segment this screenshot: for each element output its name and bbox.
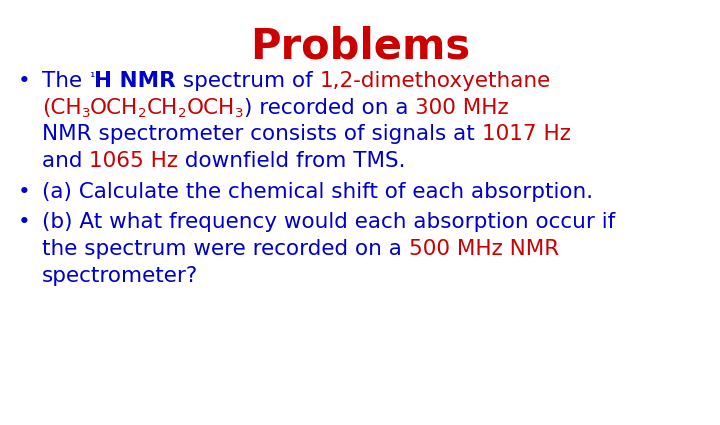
Text: 3: 3 <box>235 107 243 120</box>
Text: ) recorded on a: ) recorded on a <box>243 98 415 118</box>
Text: (a) Calculate the chemical shift of each absorption.: (a) Calculate the chemical shift of each… <box>42 181 593 201</box>
Text: (CH: (CH <box>42 98 81 118</box>
Text: ¹: ¹ <box>89 71 94 84</box>
Text: 3: 3 <box>81 107 90 120</box>
Text: •: • <box>18 212 31 232</box>
Text: NMR spectrometer consists of signals at: NMR spectrometer consists of signals at <box>42 125 482 144</box>
Text: 2: 2 <box>138 107 147 120</box>
Text: 1065 Hz: 1065 Hz <box>89 151 179 171</box>
Text: CH: CH <box>147 98 179 118</box>
Text: OCH: OCH <box>187 98 235 118</box>
Text: the spectrum were recorded on a: the spectrum were recorded on a <box>42 239 409 259</box>
Text: •: • <box>18 71 31 91</box>
Text: 500 MHz NMR: 500 MHz NMR <box>409 239 559 259</box>
Text: spectrometer?: spectrometer? <box>42 266 198 286</box>
Text: OCH: OCH <box>90 98 138 118</box>
Text: 300 MHz: 300 MHz <box>415 98 508 118</box>
Text: 1,2-dimethoxyethane: 1,2-dimethoxyethane <box>320 71 551 91</box>
Text: 1017 Hz: 1017 Hz <box>482 125 570 144</box>
Text: Problems: Problems <box>250 25 470 67</box>
Text: •: • <box>18 181 31 201</box>
Text: (b) At what frequency would each absorption occur if: (b) At what frequency would each absorpt… <box>42 212 616 232</box>
Text: spectrum of: spectrum of <box>176 71 320 91</box>
Text: 2: 2 <box>179 107 187 120</box>
Text: H NMR: H NMR <box>94 71 176 91</box>
Text: The: The <box>42 71 89 91</box>
Text: downfield from TMS.: downfield from TMS. <box>179 151 406 171</box>
Text: and: and <box>42 151 89 171</box>
